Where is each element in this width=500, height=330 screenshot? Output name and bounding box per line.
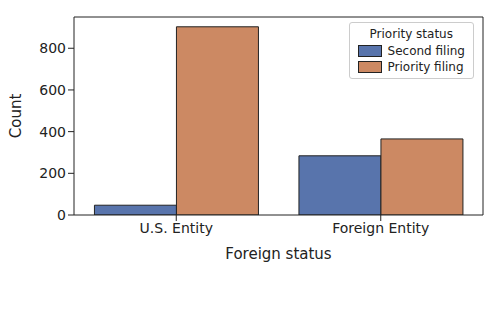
svg-text:0: 0 [57,207,66,223]
svg-text:600: 600 [39,82,66,98]
svg-text:400: 400 [39,124,66,140]
html-text:Priority filing: Priority filing [387,60,464,74]
svg-text:U.S. Entity: U.S. Entity [140,220,213,236]
html-text:Priority status: Priority status [369,27,453,41]
svg-text:200: 200 [39,165,66,181]
svg-text:Count: Count [8,94,25,139]
svg-text:800: 800 [39,40,66,56]
svg-text:Foreign status: Foreign status [225,245,332,263]
html-text:Second filing: Second filing [387,44,465,58]
svg-text:Foreign Entity: Foreign Entity [332,220,429,236]
